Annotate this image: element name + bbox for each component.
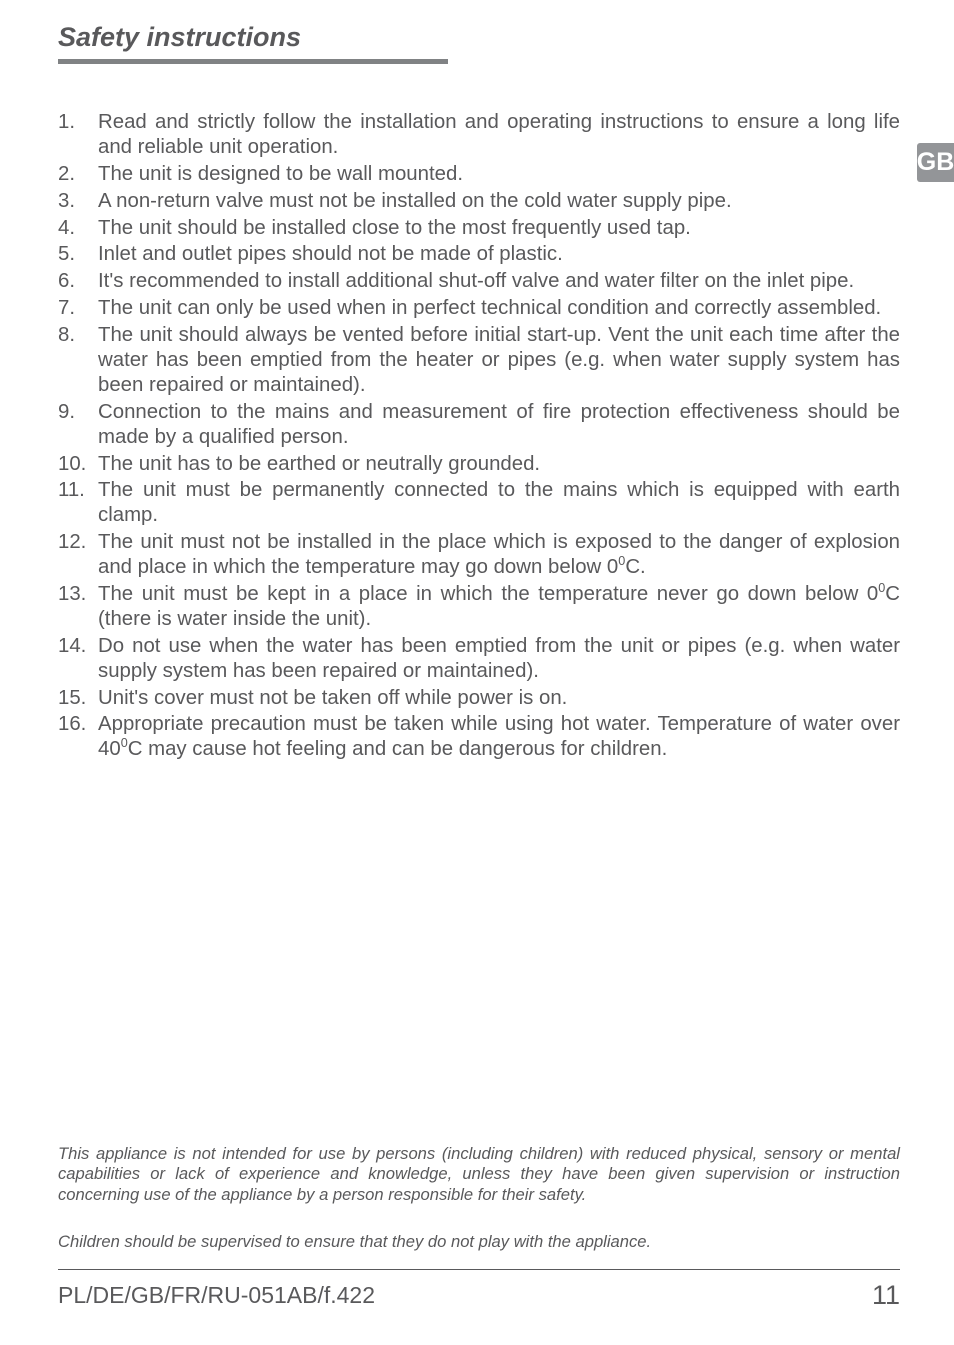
list-item-text: The unit should always be vented before … xyxy=(98,323,900,398)
list-item: 13.The unit must be kept in a place in w… xyxy=(58,582,900,632)
footer: PL/DE/GB/FR/RU-051AB/f.422 11 xyxy=(0,1269,954,1309)
list-item-text: The unit must be kept in a place in whic… xyxy=(98,582,900,632)
list-item: 1.Read and strictly follow the installat… xyxy=(58,110,900,160)
list-item: 14.Do not use when the water has been em… xyxy=(58,634,900,684)
list-item-number: 14. xyxy=(58,634,98,684)
list-item: 4.The unit should be installed close to … xyxy=(58,216,900,241)
list-item-text: It's recommended to install additional s… xyxy=(98,269,900,294)
list-item-number: 5. xyxy=(58,242,98,267)
list-item: 9.Connection to the mains and measuremen… xyxy=(58,400,900,450)
list-item: 6.It's recommended to install additional… xyxy=(58,269,900,294)
footer-code: PL/DE/GB/FR/RU-051AB/f.422 xyxy=(58,1282,375,1309)
list-item-text: The unit should be installed close to th… xyxy=(98,216,900,241)
list-item-number: 11. xyxy=(58,478,98,528)
list-item-number: 16. xyxy=(58,712,98,762)
list-item: 2.The unit is designed to be wall mounte… xyxy=(58,162,900,187)
disclaimer-1: This appliance is not intended for use b… xyxy=(58,1144,900,1205)
list-item-number: 15. xyxy=(58,686,98,711)
list-item-text: Connection to the mains and measurement … xyxy=(98,400,900,450)
disclaimer-2: Children should be supervised to ensure … xyxy=(58,1232,900,1252)
list-item-number: 13. xyxy=(58,582,98,632)
list-item-text: Do not use when the water has been empti… xyxy=(98,634,900,684)
list-item: 3.A non-return valve must not be install… xyxy=(58,189,900,214)
list-item: 11.The unit must be permanently connecte… xyxy=(58,478,900,528)
list-item-text: Unit's cover must not be taken off while… xyxy=(98,686,900,711)
list-item: 5.Inlet and outlet pipes should not be m… xyxy=(58,242,900,267)
list-item-text: Appropriate precaution must be taken whi… xyxy=(98,712,900,762)
instructions-list: 1.Read and strictly follow the installat… xyxy=(58,110,900,762)
list-item: 7.The unit can only be used when in perf… xyxy=(58,296,900,321)
list-item-number: 8. xyxy=(58,323,98,398)
list-item: 15.Unit's cover must not be taken off wh… xyxy=(58,686,900,711)
list-item: 16.Appropriate precaution must be taken … xyxy=(58,712,900,762)
language-tab: GB xyxy=(917,143,954,182)
list-item-text: The unit must be permanently connected t… xyxy=(98,478,900,528)
list-item-number: 12. xyxy=(58,530,98,580)
list-item-number: 3. xyxy=(58,189,98,214)
list-item-number: 4. xyxy=(58,216,98,241)
page-number: 11 xyxy=(872,1280,900,1311)
list-item-text: Read and strictly follow the installatio… xyxy=(98,110,900,160)
list-item-text: The unit is designed to be wall mounted. xyxy=(98,162,900,187)
list-item-text: Inlet and outlet pipes should not be mad… xyxy=(98,242,900,267)
page-title: Safety instructions xyxy=(58,22,900,53)
list-item-text: The unit has to be earthed or neutrally … xyxy=(98,452,900,477)
list-item-number: 9. xyxy=(58,400,98,450)
list-item-number: 7. xyxy=(58,296,98,321)
page: Safety instructions 1.Read and strictly … xyxy=(0,0,954,1345)
title-rule xyxy=(58,59,448,64)
list-item-text: The unit must not be installed in the pl… xyxy=(98,530,900,580)
list-item-number: 6. xyxy=(58,269,98,294)
list-item: 12.The unit must not be installed in the… xyxy=(58,530,900,580)
list-item-text: A non-return valve must not be installed… xyxy=(98,189,900,214)
list-item-text: The unit can only be used when in perfec… xyxy=(98,296,900,321)
list-item-number: 2. xyxy=(58,162,98,187)
list-item-number: 10. xyxy=(58,452,98,477)
list-item: 8.The unit should always be vented befor… xyxy=(58,323,900,398)
footer-rule xyxy=(58,1269,900,1270)
list-item: 10.The unit has to be earthed or neutral… xyxy=(58,452,900,477)
list-item-number: 1. xyxy=(58,110,98,160)
